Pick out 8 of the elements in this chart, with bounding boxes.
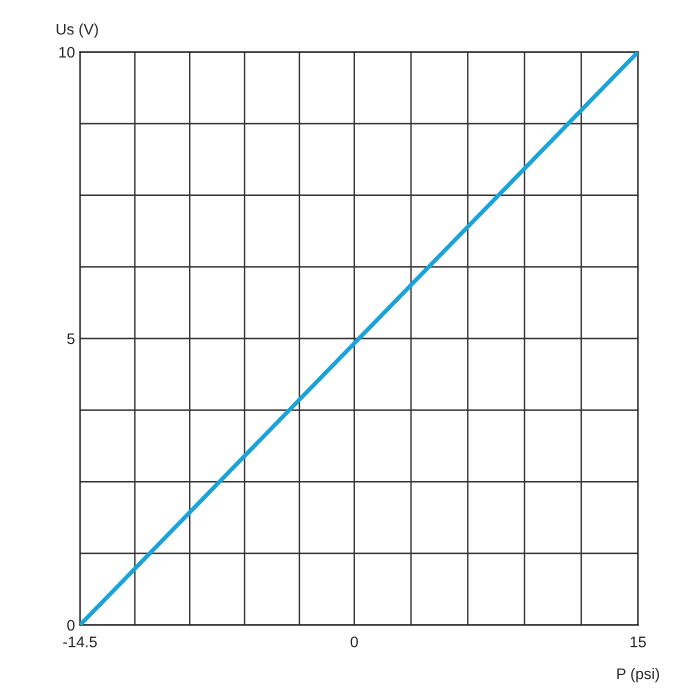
y-tick-label: 0 (67, 620, 75, 631)
x-tick-label: 15 (630, 636, 646, 648)
y-axis-title: Us (V) (56, 23, 98, 38)
y-tick-label: 5 (67, 334, 74, 344)
x-tick-label: 0 (350, 636, 358, 648)
x-tick-label: -14.5 (63, 636, 97, 648)
x-axis-title: P (psi) (617, 668, 659, 682)
y-tick-label: 10 (59, 46, 75, 58)
